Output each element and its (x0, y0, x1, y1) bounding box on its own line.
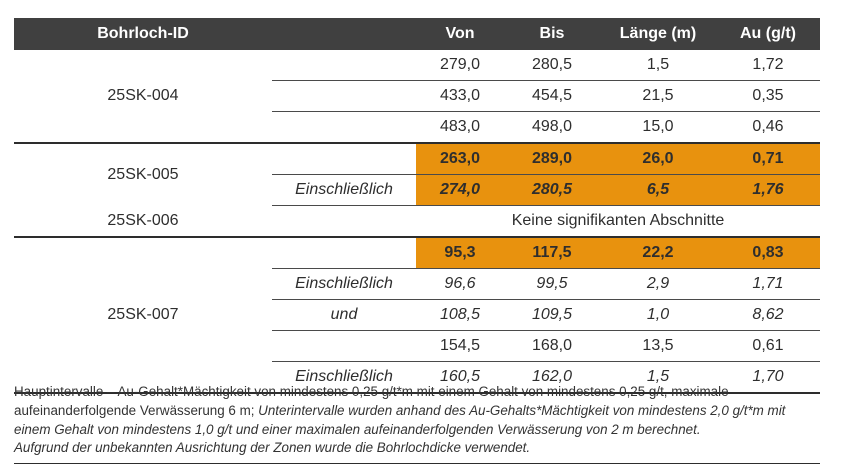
header-au: Au (g/t) (716, 18, 820, 50)
footnote: Hauptintervalle – Au-Gehalt*Mächtigkeit … (14, 383, 820, 464)
au-cell: 0,61 (716, 330, 820, 362)
au-cell: 1,70 (716, 361, 820, 393)
bis-cell-highlighted: 280,5 (504, 174, 600, 206)
bis-cell: 280,5 (531, 56, 573, 73)
von-cell-highlighted: 274,0 (416, 174, 504, 206)
borehole-id-cell: 25SK-007 (14, 236, 272, 393)
table-row: Einschließlich 160,5 162,0 1,5 1,70 (14, 361, 820, 393)
au-cell: 0,35 (716, 80, 820, 112)
laenge-cell-highlighted: 26,0 (600, 142, 716, 175)
laenge-cell: 2,9 (600, 268, 716, 300)
qualifier-cell: Einschließlich (272, 174, 416, 206)
bis-cell: 109,5 (504, 299, 600, 331)
von-cell: 279,0 (439, 56, 481, 73)
qualifier-cell: Einschließlich (272, 268, 416, 300)
no-intervals-cell: Keine signifikanten Abschnitte (416, 205, 820, 237)
footnote-second-line: Aufgrund der unbekannten Ausrichtung der… (14, 440, 531, 456)
bis-cell: 99,5 (504, 268, 600, 300)
von-cell: 160,5 (416, 361, 504, 393)
table-row: 433,0 454,5 21,5 0,35 (14, 80, 820, 112)
von-cell: 433,0 (416, 80, 504, 112)
qualifier-cell (272, 111, 416, 143)
table-header-row: Bohrloch-ID Von Bis Länge (m) Au (g/t) (14, 18, 820, 50)
au-cell: 1,72 (752, 56, 784, 73)
footnote-paragraph: Hauptintervalle – Au-Gehalt*Mächtigkeit … (14, 383, 820, 439)
von-cell: 154,5 (416, 330, 504, 362)
qualifier-cell (272, 142, 416, 175)
header-von: Von (416, 18, 504, 50)
laenge-cell: 13,5 (600, 330, 716, 362)
au-cell: 0,46 (716, 111, 820, 143)
bis-cell-highlighted: 289,0 (504, 142, 600, 175)
header-qualifier-spacer (272, 18, 416, 50)
qualifier-cell (272, 330, 416, 362)
von-cell: 96,6 (416, 268, 504, 300)
von-cell: 483,0 (416, 111, 504, 143)
table-row: 25SK-005 263,0 289,0 26,0 0,71 (14, 142, 820, 206)
qualifier-cell (272, 50, 416, 81)
au-cell: 8,62 (716, 299, 820, 331)
table-row: und 108,5 109,5 1,0 8,62 (14, 299, 820, 331)
header-bis: Bis (504, 18, 600, 50)
laenge-cell: 21,5 (600, 80, 716, 112)
table-row: 25SK-004 279,0 280,5 1,5 1,72 (14, 50, 820, 104)
au-cell: 1,71 (716, 268, 820, 300)
qualifier-cell: und (272, 299, 416, 331)
von-cell: 108,5 (416, 299, 504, 331)
qualifier-cell (272, 80, 416, 112)
laenge-cell: 1,0 (600, 299, 716, 331)
laenge-cell: 1,5 (646, 56, 670, 73)
table-row: 25SK-006 Keine signifikanten Abschnitte (14, 205, 820, 237)
bis-cell-highlighted: 117,5 (504, 236, 600, 269)
borehole-id-cell: 25SK-006 (107, 211, 179, 229)
von-cell-highlighted: 263,0 (416, 142, 504, 175)
header-bohrloch-id: Bohrloch-ID (14, 18, 272, 50)
borehole-id-cell: 25SK-005 (14, 142, 272, 206)
table-row: 25SK-007 95,3 117,5 22,2 0,83 (14, 236, 820, 393)
bis-cell: 454,5 (504, 80, 600, 112)
table-row: 154,5 168,0 13,5 0,61 (14, 330, 820, 362)
footnote-italic-text: Unterintervalle wurden anhand des Au-Geh… (14, 402, 786, 437)
header-laenge: Länge (m) (600, 18, 716, 50)
bis-cell: 162,0 (504, 361, 600, 393)
drill-results-table: Bohrloch-ID Von Bis Länge (m) Au (g/t) 2… (14, 18, 820, 394)
bis-cell: 498,0 (504, 111, 600, 143)
bis-cell: 168,0 (504, 330, 600, 362)
au-cell-highlighted: 1,76 (716, 174, 820, 206)
table-row: Einschließlich 274,0 280,5 6,5 1,76 (14, 174, 820, 206)
von-cell-highlighted: 95,3 (416, 236, 504, 269)
au-cell-highlighted: 0,83 (716, 236, 820, 269)
laenge-cell: 1,5 (600, 361, 716, 393)
laenge-cell-highlighted: 6,5 (600, 174, 716, 206)
table-row: 483,0 498,0 15,0 0,46 (14, 111, 820, 143)
qualifier-cell (272, 236, 416, 269)
qualifier-cell: Einschließlich (272, 361, 416, 393)
au-cell-highlighted: 0,71 (716, 142, 820, 175)
qualifier-cell (272, 205, 416, 237)
laenge-cell: 15,0 (600, 111, 716, 143)
table-row: Einschließlich 96,6 99,5 2,9 1,71 (14, 268, 820, 300)
footnote-regular-text: Hauptintervalle – Au-Gehalt*Mächtigkeit … (14, 384, 729, 418)
laenge-cell-highlighted: 22,2 (600, 236, 716, 269)
borehole-id-cell: 25SK-004 (107, 87, 179, 104)
